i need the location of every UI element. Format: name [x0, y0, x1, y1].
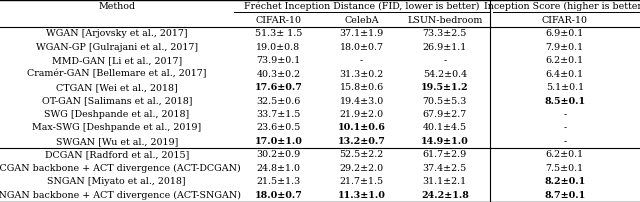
Text: 6.9±0.1: 6.9±0.1	[546, 29, 584, 38]
Text: CIFAR-10: CIFAR-10	[255, 16, 301, 25]
Text: 17.0±1.0: 17.0±1.0	[255, 137, 302, 146]
Text: 32.5±0.6: 32.5±0.6	[256, 97, 301, 105]
Text: 52.5±2.2: 52.5±2.2	[339, 150, 384, 159]
Text: 21.9±2.0: 21.9±2.0	[340, 110, 383, 119]
Text: 30.2±0.9: 30.2±0.9	[256, 150, 301, 159]
Text: 19.5±1.2: 19.5±1.2	[421, 83, 468, 92]
Text: 6.2±0.1: 6.2±0.1	[546, 150, 584, 159]
Text: 23.6±0.5: 23.6±0.5	[256, 123, 301, 133]
Text: 14.9±1.0: 14.9±1.0	[421, 137, 468, 146]
Text: SNGAN [Miyato et al., 2018]: SNGAN [Miyato et al., 2018]	[47, 177, 186, 186]
Text: -: -	[443, 56, 447, 65]
Text: -: -	[563, 110, 566, 119]
Text: 24.8±1.0: 24.8±1.0	[257, 164, 300, 173]
Text: DCGAN [Radford et al., 2015]: DCGAN [Radford et al., 2015]	[45, 150, 189, 159]
Text: Method: Method	[98, 2, 136, 11]
Text: 54.2±0.4: 54.2±0.4	[423, 69, 467, 79]
Text: 15.8±0.6: 15.8±0.6	[339, 83, 384, 92]
Text: LSUN-bedroom: LSUN-bedroom	[407, 16, 483, 25]
Text: 37.1±1.9: 37.1±1.9	[339, 29, 384, 38]
Text: 13.2±0.7: 13.2±0.7	[338, 137, 385, 146]
Text: 73.9±0.1: 73.9±0.1	[256, 56, 301, 65]
Text: SWGAN [Wu et al., 2019]: SWGAN [Wu et al., 2019]	[56, 137, 178, 146]
Text: 51.3± 1.5: 51.3± 1.5	[255, 29, 302, 38]
Text: 26.9±1.1: 26.9±1.1	[422, 43, 467, 52]
Text: 40.3±0.2: 40.3±0.2	[257, 69, 300, 79]
Text: 31.1±2.1: 31.1±2.1	[423, 177, 467, 186]
Text: Max-SWG [Deshpande et al., 2019]: Max-SWG [Deshpande et al., 2019]	[32, 123, 202, 133]
Text: 37.4±2.5: 37.4±2.5	[422, 164, 467, 173]
Text: 19.4±3.0: 19.4±3.0	[339, 97, 384, 105]
Text: Fréchet Inception Distance (FID, lower is better): Fréchet Inception Distance (FID, lower i…	[244, 2, 479, 12]
Text: 19.0±0.8: 19.0±0.8	[257, 43, 300, 52]
Text: 6.4±0.1: 6.4±0.1	[546, 69, 584, 79]
Text: 61.7±2.9: 61.7±2.9	[422, 150, 467, 159]
Text: -: -	[563, 123, 566, 133]
Text: OT-GAN [Salimans et al., 2018]: OT-GAN [Salimans et al., 2018]	[42, 97, 192, 105]
Text: -: -	[360, 56, 364, 65]
Text: 18.0±0.7: 18.0±0.7	[255, 191, 302, 200]
Text: CTGAN [Wei et al., 2018]: CTGAN [Wei et al., 2018]	[56, 83, 178, 92]
Text: 6.2±0.1: 6.2±0.1	[546, 56, 584, 65]
Text: 21.5±1.3: 21.5±1.3	[256, 177, 301, 186]
Text: 8.2±0.1: 8.2±0.1	[544, 177, 586, 186]
Text: Cramér-GAN [Bellemare et al., 2017]: Cramér-GAN [Bellemare et al., 2017]	[27, 69, 207, 79]
Text: 7.5±0.1: 7.5±0.1	[546, 164, 584, 173]
Text: -: -	[563, 137, 566, 146]
Text: 73.3±2.5: 73.3±2.5	[422, 29, 467, 38]
Text: WGAN [Arjovsky et al., 2017]: WGAN [Arjovsky et al., 2017]	[46, 29, 188, 38]
Text: CIFAR-10: CIFAR-10	[542, 16, 588, 25]
Text: CelebA: CelebA	[344, 16, 379, 25]
Text: 21.7±1.5: 21.7±1.5	[340, 177, 383, 186]
Text: DCGAN backbone + ACT divergence (ACT-DCGAN): DCGAN backbone + ACT divergence (ACT-DCG…	[0, 164, 241, 173]
Text: WGAN-GP [Gulrajani et al., 2017]: WGAN-GP [Gulrajani et al., 2017]	[36, 43, 198, 52]
Text: 8.5±0.1: 8.5±0.1	[544, 97, 586, 105]
Text: 7.9±0.1: 7.9±0.1	[546, 43, 584, 52]
Text: Inception Score (higher is better): Inception Score (higher is better)	[484, 2, 640, 11]
Text: 70.5±5.3: 70.5±5.3	[422, 97, 467, 105]
Text: 24.2±1.8: 24.2±1.8	[421, 191, 468, 200]
Text: 5.1±0.1: 5.1±0.1	[546, 83, 584, 92]
Text: 67.9±2.7: 67.9±2.7	[422, 110, 467, 119]
Text: 11.3±1.0: 11.3±1.0	[338, 191, 385, 200]
Text: 8.7±0.1: 8.7±0.1	[544, 191, 586, 200]
Text: SNGAN backbone + ACT divergence (ACT-SNGAN): SNGAN backbone + ACT divergence (ACT-SNG…	[0, 191, 241, 200]
Text: 29.2±2.0: 29.2±2.0	[340, 164, 383, 173]
Text: 33.7±1.5: 33.7±1.5	[256, 110, 301, 119]
Text: SWG [Deshpande et al., 2018]: SWG [Deshpande et al., 2018]	[44, 110, 189, 119]
Text: 40.1±4.5: 40.1±4.5	[423, 123, 467, 133]
Text: 17.6±0.7: 17.6±0.7	[255, 83, 302, 92]
Text: 10.1±0.6: 10.1±0.6	[338, 123, 385, 133]
Text: 31.3±0.2: 31.3±0.2	[339, 69, 384, 79]
Text: 18.0±0.7: 18.0±0.7	[340, 43, 383, 52]
Text: MMD-GAN [Li et al., 2017]: MMD-GAN [Li et al., 2017]	[52, 56, 182, 65]
